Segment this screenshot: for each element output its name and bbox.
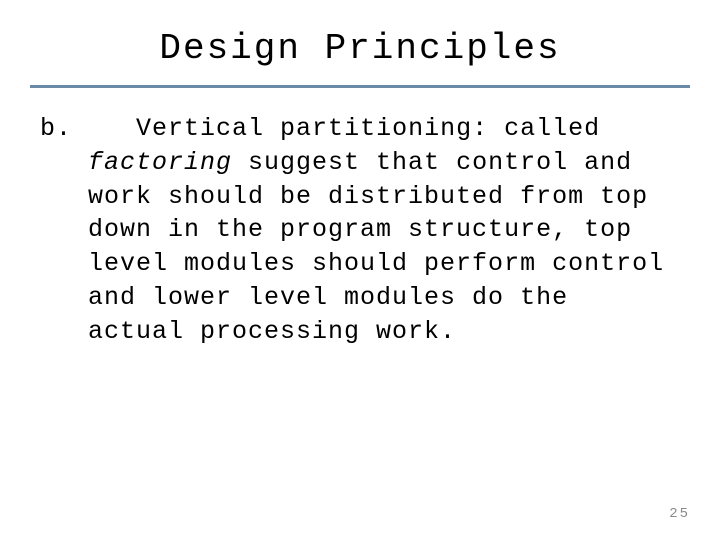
list-marker: b.	[40, 114, 72, 143]
topic-label: Vertical partitioning:	[136, 114, 488, 143]
title-divider	[30, 85, 690, 88]
page-title: Design Principles	[30, 20, 690, 85]
body-paragraph: b. Vertical partitioning: called factori…	[30, 112, 690, 348]
remainder-text: suggest that control and work should be …	[88, 148, 664, 346]
page-number: 25	[669, 506, 690, 522]
lead-in-text: called	[488, 114, 600, 143]
italic-term: factoring	[88, 148, 232, 177]
slide-container: Design Principles b. Vertical partitioni…	[0, 0, 720, 540]
